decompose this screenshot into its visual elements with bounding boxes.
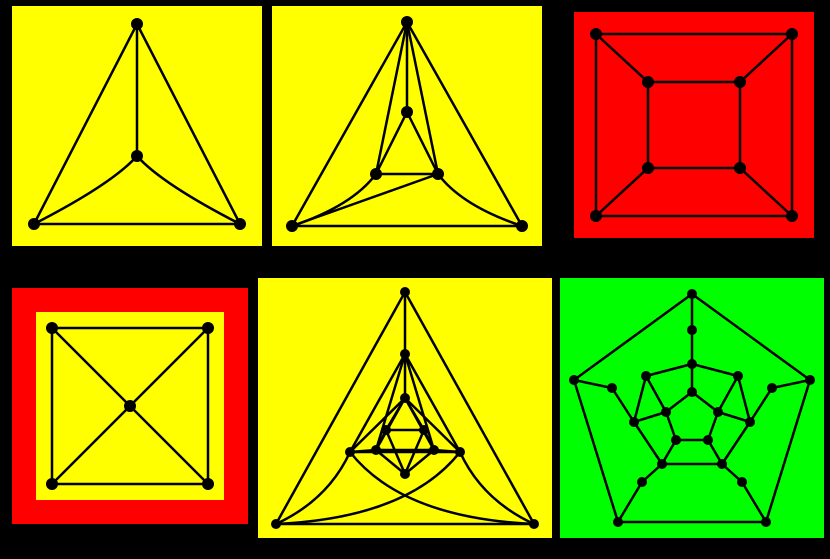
panel-tetrahedron	[12, 6, 262, 246]
node	[345, 447, 355, 457]
node	[637, 477, 647, 487]
node	[381, 425, 391, 435]
node	[234, 218, 246, 230]
graph-cube	[574, 12, 814, 238]
node	[569, 375, 579, 385]
node	[733, 371, 743, 381]
node	[286, 220, 298, 232]
node	[786, 210, 798, 222]
graph-icosahedron	[258, 278, 552, 538]
graph-tetrahedron	[12, 6, 262, 246]
node	[401, 16, 413, 28]
graph-wheel5	[12, 288, 248, 524]
panel-wheel5	[12, 288, 248, 524]
node	[661, 407, 671, 417]
node	[767, 383, 777, 393]
node	[642, 76, 654, 88]
node	[271, 519, 281, 529]
panel-cube	[574, 12, 814, 238]
node	[713, 407, 723, 417]
panel-octahedron	[272, 6, 542, 246]
node	[429, 445, 439, 455]
node	[590, 28, 602, 40]
node	[400, 287, 410, 297]
panel-icosahedron	[258, 278, 552, 538]
node	[400, 393, 410, 403]
node	[687, 387, 697, 397]
node	[28, 218, 40, 230]
node	[131, 150, 143, 162]
node	[761, 517, 771, 527]
node	[202, 322, 214, 334]
node	[46, 478, 58, 490]
node	[432, 168, 444, 180]
node	[400, 349, 410, 359]
node	[734, 162, 746, 174]
node	[590, 210, 602, 222]
node	[401, 106, 413, 118]
node	[131, 18, 143, 30]
node	[786, 28, 798, 40]
node	[717, 459, 727, 469]
node	[629, 417, 639, 427]
node	[529, 519, 539, 529]
node	[516, 220, 528, 232]
node	[687, 325, 697, 335]
node	[734, 76, 746, 88]
node	[671, 435, 681, 445]
graph-dodecahedron	[560, 278, 824, 538]
node	[745, 417, 755, 427]
node	[805, 375, 815, 385]
node	[641, 371, 651, 381]
node	[642, 162, 654, 174]
node	[371, 445, 381, 455]
node	[455, 447, 465, 457]
node	[46, 322, 58, 334]
node	[737, 477, 747, 487]
diagram-grid	[0, 0, 830, 559]
panel-dodecahedron	[560, 278, 824, 538]
node	[687, 289, 697, 299]
node	[613, 517, 623, 527]
graph-octahedron	[272, 6, 542, 246]
node	[687, 359, 697, 369]
node	[400, 469, 410, 479]
node	[370, 168, 382, 180]
node	[657, 459, 667, 469]
node	[202, 478, 214, 490]
node	[124, 400, 136, 412]
node	[419, 425, 429, 435]
node	[607, 383, 617, 393]
node	[703, 435, 713, 445]
